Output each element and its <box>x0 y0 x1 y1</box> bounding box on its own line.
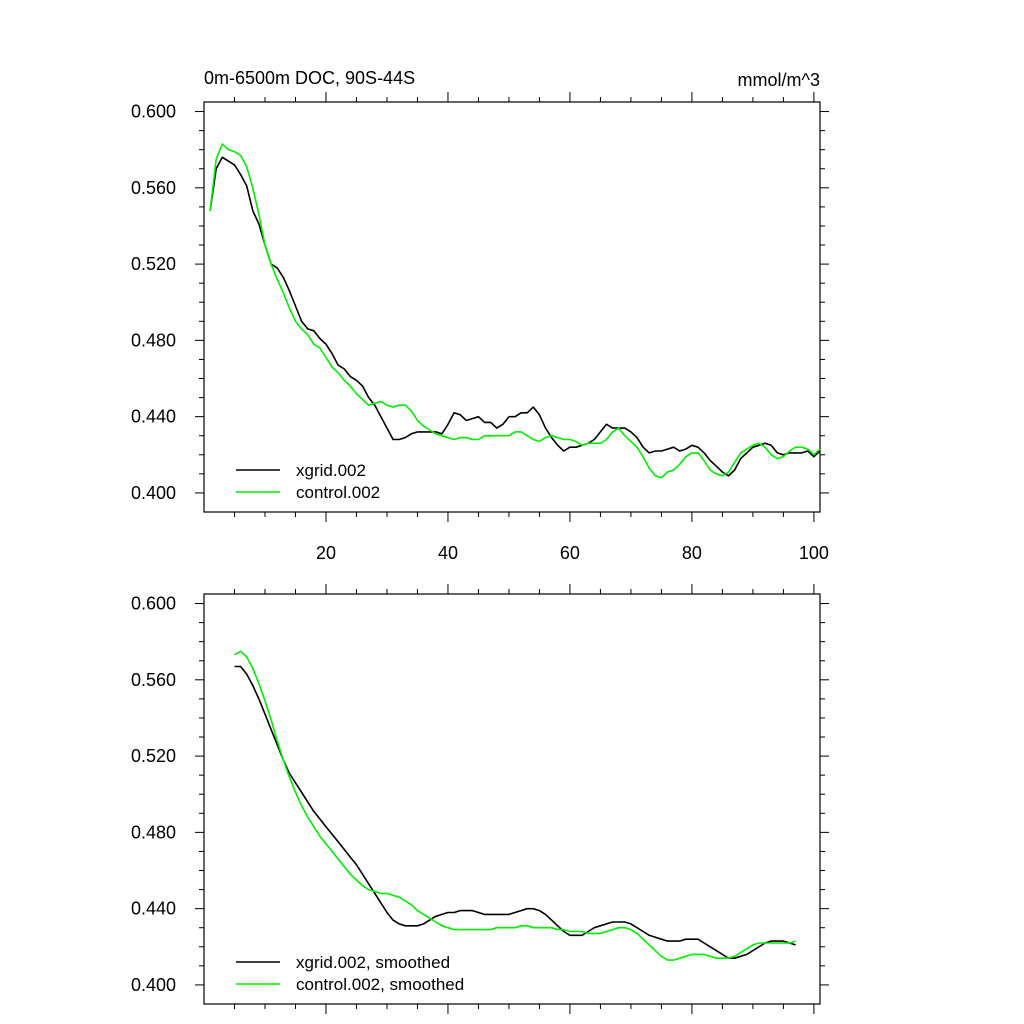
top-plot-frame <box>203 101 821 513</box>
x-tick-label: 80 <box>682 543 702 563</box>
legend-label-control: control.002 <box>296 483 380 502</box>
top-ytick-labels: 0.400 0.440 0.480 0.520 0.560 0.600 <box>131 102 176 503</box>
top-series-layer <box>209 143 821 479</box>
y-tick-label: 0.440 <box>131 407 176 427</box>
bottom-series-layer <box>234 650 796 961</box>
x-tick-label: 40 <box>438 543 458 563</box>
legend-label-xgrid: xgrid.002 <box>296 461 366 480</box>
y-tick-label: 0.560 <box>131 670 176 690</box>
top-ticks <box>195 92 829 522</box>
y-tick-label: 0.440 <box>131 899 176 919</box>
y-tick-label: 0.480 <box>131 822 176 842</box>
series-line-control-002-smoothed <box>234 650 796 961</box>
legend-label-xgrid-smoothed: xgrid.002, smoothed <box>296 953 450 972</box>
top-xtick-labels: 20 40 60 80 100 <box>316 543 829 563</box>
top-panel: 0m-6500m DOC, 90S-44S mmol/m^3 0.400 0.44… <box>131 68 829 563</box>
series-line-xgrid-002 <box>209 156 821 477</box>
y-tick-label: 0.480 <box>131 330 176 350</box>
y-tick-label: 0.600 <box>131 594 176 614</box>
bottom-legend: xgrid.002, smoothed control.002, smoothe… <box>236 953 464 994</box>
units-label: mmol/m^3 <box>738 70 820 90</box>
bottom-ytick-labels: 0.400 0.440 0.480 0.520 0.560 0.600 <box>131 594 176 995</box>
y-tick-label: 0.560 <box>131 178 176 198</box>
bottom-panel: 0.400 0.440 0.480 0.520 0.560 0.600 xgrid.002… <box>131 584 829 1014</box>
y-tick-label: 0.400 <box>131 483 176 503</box>
chart-title: 0m-6500m DOC, 90S-44S <box>204 68 415 88</box>
y-tick-label: 0.400 <box>131 975 176 995</box>
y-tick-label: 0.600 <box>131 102 176 122</box>
y-tick-label: 0.520 <box>131 254 176 274</box>
top-legend: xgrid.002 control.002 <box>236 461 380 502</box>
y-tick-label: 0.520 <box>131 746 176 766</box>
legend-label-control-smoothed: control.002, smoothed <box>296 975 464 994</box>
series-line-control-002 <box>209 143 821 479</box>
series-line-xgrid-002-smoothed <box>234 665 796 960</box>
x-tick-label: 100 <box>799 543 829 563</box>
x-tick-label: 60 <box>560 543 580 563</box>
bottom-plot-frame <box>203 593 821 1005</box>
x-tick-label: 20 <box>316 543 336 563</box>
bottom-ticks <box>195 584 829 1014</box>
